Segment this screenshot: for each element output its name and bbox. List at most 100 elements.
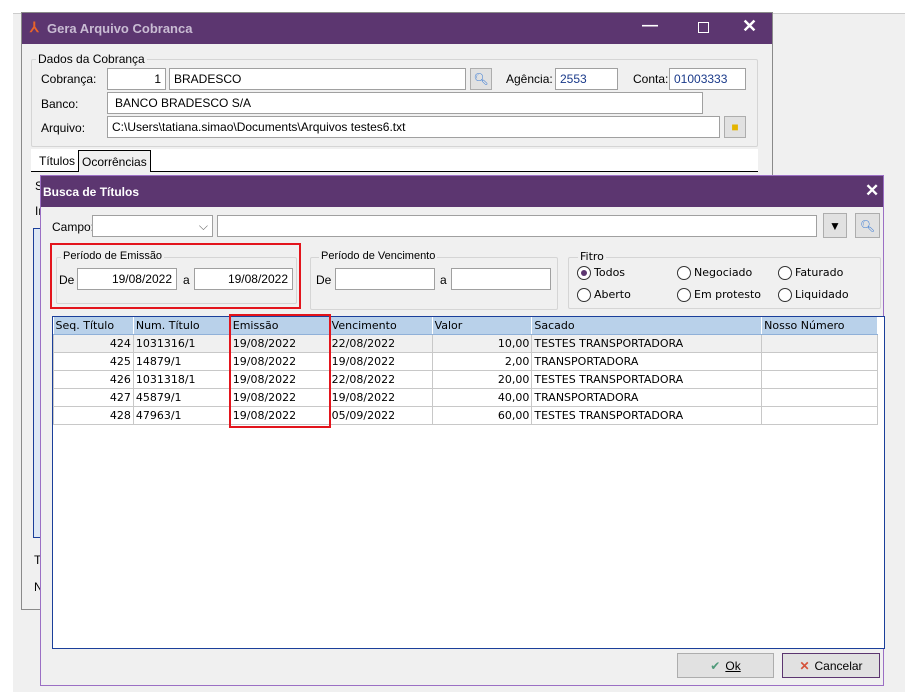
table-cell: 47963/1	[132, 405, 231, 425]
emissao-a-label: a	[183, 273, 190, 287]
cobranca-code-input[interactable]: 1	[107, 68, 166, 90]
agencia-input[interactable]: 2553	[555, 68, 618, 90]
column-header[interactable]: Num. Título	[133, 317, 231, 335]
table-cell	[761, 333, 878, 353]
table-cell: 22/08/2022	[328, 333, 433, 353]
folder-icon: ■	[731, 120, 739, 134]
vencimento-a-input[interactable]	[451, 268, 551, 290]
table-cell: 40,00	[431, 387, 533, 407]
table-cell: 14879/1	[132, 351, 231, 371]
arquivo-input[interactable]: C:\Users\tatiana.simao\Documents\Arquivo…	[107, 116, 720, 138]
titulos-grid[interactable]: Seq. Título Num. Título Emissão Vencimento V…	[52, 316, 885, 649]
filtro-group	[568, 257, 881, 309]
radio-em-protesto[interactable]: Em protesto	[677, 288, 761, 302]
table-row[interactable]: 424 1031316/1 19/08/2022 22/08/2022 10,00 TES…	[53, 333, 878, 353]
table-cell: 19/08/2022	[229, 405, 330, 425]
titulos-table: Seq. Título Num. Título Emissão Vencimento V…	[53, 317, 878, 425]
table-cell: 22/08/2022	[328, 369, 433, 389]
column-header[interactable]: Sacado	[531, 317, 763, 335]
campo-label: Campo:	[52, 220, 95, 234]
cobranca-label: Cobrança:	[41, 72, 97, 86]
banco-input[interactable]: BANCO BRADESCO S/A	[107, 92, 703, 114]
vencimento-title: Período de Vencimento	[319, 250, 438, 262]
radio-todos[interactable]: Todos	[577, 266, 625, 280]
cancel-label: Cancelar	[814, 658, 863, 673]
radio-icon	[778, 288, 792, 302]
emissao-de-label: De	[59, 273, 75, 287]
table-cell	[761, 351, 878, 371]
column-header[interactable]: Seq. Título	[53, 317, 134, 335]
table-row[interactable]: 427 45879/1 19/08/2022 19/08/2022 40,00 TRANS…	[53, 387, 878, 407]
table-cell: 426	[53, 369, 134, 389]
table-cell: 20,00	[431, 369, 533, 389]
maximize-button[interactable]	[698, 22, 709, 33]
table-cell: TRANSPORTADORA	[531, 387, 763, 407]
radio-aberto[interactable]: Aberto	[577, 288, 631, 302]
radio-faturado[interactable]: Faturado	[778, 266, 843, 280]
emissao-de-input[interactable]: 19/08/2022	[77, 268, 177, 290]
hidden-label: S	[35, 179, 44, 193]
cancel-button[interactable]: ✕ Cancelar	[782, 653, 880, 678]
dados-cobranca-group	[31, 59, 758, 147]
tab-ocorrencias[interactable]: Ocorrências	[78, 150, 151, 172]
emissao-title: Período de Emissão	[61, 250, 165, 262]
table-cell: 428	[53, 405, 134, 425]
dialog-titlebar: Busca de Títulos ✕	[41, 176, 883, 207]
table-cell: TRANSPORTADORA	[531, 351, 763, 371]
search-input[interactable]	[217, 215, 817, 237]
radio-negociado[interactable]: Negociado	[677, 266, 752, 280]
table-cell: TESTES TRANSPORTADORA	[531, 333, 763, 353]
radio-label: Aberto	[594, 288, 631, 301]
radio-label: Faturado	[795, 266, 844, 279]
vencimento-a-label: a	[440, 273, 447, 287]
dialog-close-button[interactable]: ✕	[865, 181, 880, 200]
column-header[interactable]: Nosso Número	[761, 317, 878, 335]
table-cell: 19/08/2022	[328, 387, 433, 407]
minimize-button[interactable]: —	[642, 17, 658, 34]
emissao-column-highlight	[229, 314, 331, 428]
table-row[interactable]: 428 47963/1 19/08/2022 05/09/2022 60,00 TESTE…	[53, 405, 878, 425]
table-cell: 19/08/2022	[328, 351, 433, 371]
radio-label: Liquidado	[795, 288, 849, 301]
table-cell: 19/08/2022	[229, 351, 330, 371]
table-cell: 19/08/2022	[229, 333, 330, 353]
column-header[interactable]: Valor	[432, 317, 533, 335]
emissao-group	[56, 257, 297, 304]
search-cobranca-button[interactable]: 🔍︎	[470, 68, 492, 90]
hidden-label: Ti	[34, 553, 44, 567]
close-button[interactable]: ✕	[742, 16, 758, 36]
emissao-highlight	[50, 243, 301, 309]
table-cell: 427	[53, 387, 134, 407]
banco-label: Banco:	[41, 97, 79, 111]
filter-button[interactable]: ▼	[823, 213, 847, 238]
table-cell: 424	[53, 333, 134, 353]
campo-select[interactable]: ⌵	[92, 215, 213, 237]
open-folder-button[interactable]: ■	[724, 116, 746, 138]
agencia-label: Agência:	[506, 72, 553, 86]
cobranca-name-input[interactable]: BRADESCO	[169, 68, 466, 90]
ok-button[interactable]: ✔ Ok	[677, 653, 774, 678]
conta-label: Conta:	[633, 72, 669, 86]
radio-liquidado[interactable]: Liquidado	[778, 288, 849, 302]
table-cell	[761, 387, 878, 407]
magnifier-icon: 🔍︎	[859, 218, 876, 233]
conta-input[interactable]: 01003333	[669, 68, 746, 90]
table-cell: 05/09/2022	[328, 405, 433, 425]
vencimento-de-label: De	[316, 273, 332, 287]
radio-label: Em protesto	[694, 288, 762, 301]
column-header[interactable]: Vencimento	[329, 317, 433, 335]
table-cell: TESTES TRANSPORTADORA	[531, 369, 763, 389]
tab-titulos[interactable]: Títulos	[39, 154, 76, 168]
radio-icon	[778, 266, 792, 280]
radio-label: Negociado	[694, 266, 753, 279]
busca-titulos-dialog: Busca de Títulos ✕ Campo: ⌵ ▼ 🔍︎ Período…	[40, 175, 885, 686]
table-row[interactable]: 425 14879/1 19/08/2022 19/08/2022 2,00 TRANSP…	[53, 351, 878, 371]
vencimento-de-input[interactable]	[335, 268, 435, 290]
table-cell: 2,00	[431, 351, 533, 371]
hidden-grid	[33, 228, 41, 538]
emissao-a-input[interactable]: 19/08/2022	[194, 268, 293, 290]
table-cell: 1031318/1	[132, 369, 231, 389]
table-cell: 60,00	[431, 405, 533, 425]
search-button[interactable]: 🔍︎	[855, 213, 880, 238]
table-row[interactable]: 426 1031318/1 19/08/2022 22/08/2022 20,00 TES…	[53, 369, 878, 389]
